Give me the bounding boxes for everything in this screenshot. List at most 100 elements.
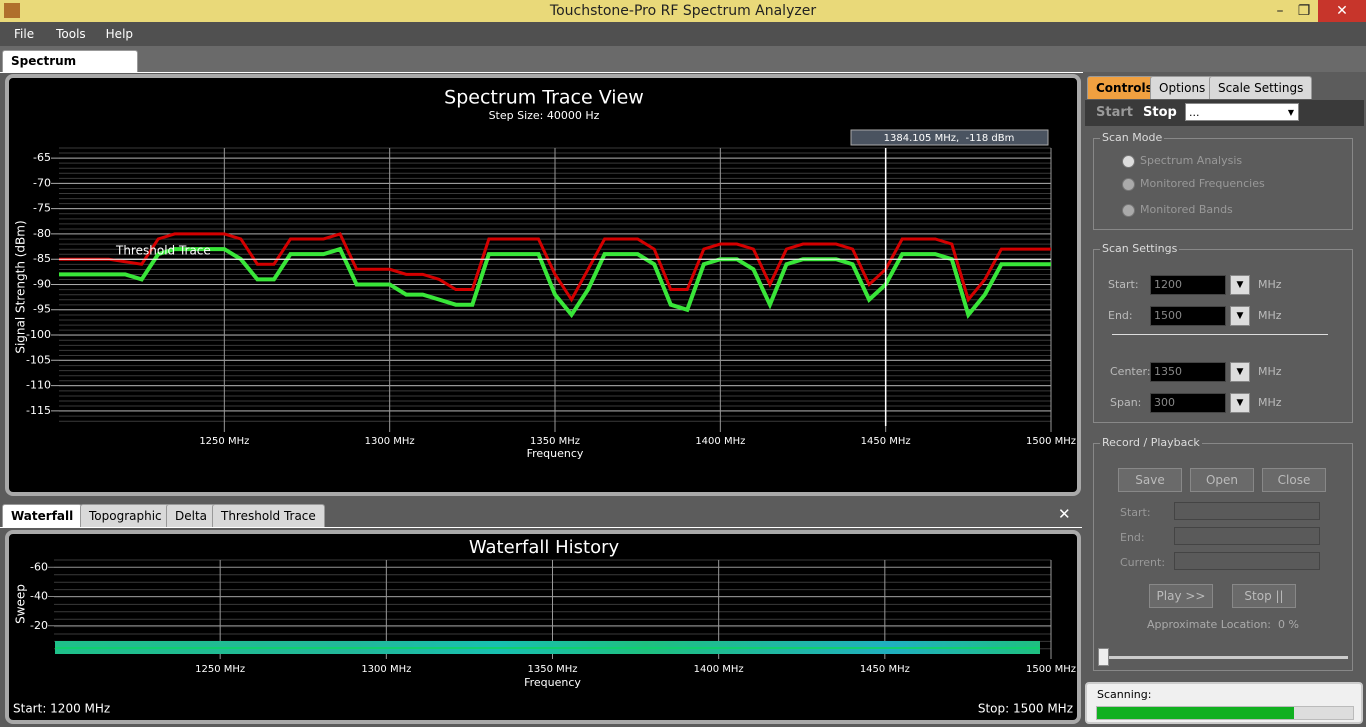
field-label: Start: <box>1120 506 1151 519</box>
chart-title: Waterfall History <box>469 537 620 558</box>
text-field[interactable]: 1500 <box>1150 306 1226 326</box>
x-tick-label: 1350 MHz <box>527 664 577 675</box>
dropdown[interactable]: ... ▼ <box>1185 103 1299 121</box>
x-axis-label: Frequency <box>524 676 581 689</box>
tab[interactable]: Threshold Trace <box>212 504 325 527</box>
readout: 1384.105 MHz, -118 dBm <box>884 133 1015 144</box>
slider-thumb[interactable] <box>1098 648 1109 666</box>
dropdown-arrow: ▼ <box>1230 306 1250 326</box>
field-label: End: <box>1108 309 1133 322</box>
group-title: Record / Playback <box>1100 436 1202 449</box>
control-panel: Controls Options Scale Settings Start St… <box>1083 72 1366 727</box>
readout-box <box>850 129 1049 146</box>
tab[interactable]: Options <box>1150 76 1215 99</box>
menu-item[interactable]: Help <box>105 27 134 41</box>
field-label: Center: <box>1110 365 1151 378</box>
close-button[interactable]: Close <box>1262 468 1326 492</box>
group-title: Scan Mode <box>1100 131 1165 144</box>
y-tick-label: -70 <box>33 176 51 189</box>
y-tick-label: -60 <box>30 560 48 573</box>
open-button[interactable]: Open <box>1190 468 1254 492</box>
text-field[interactable]: 1200 <box>1150 275 1226 295</box>
tab[interactable]: Spectrum Analysis <box>2 50 138 89</box>
scan-settings-group: Scan Settings Start: 1200 ▼ MHz End: 1500 ▼ MHz… <box>1093 242 1353 423</box>
play-button[interactable]: Play >> <box>1149 584 1213 608</box>
tab[interactable]: Scale Settings <box>1209 76 1313 99</box>
waterfall-chart: Waterfall History -60 -40 -20 1250 MHz 1300 M… <box>13 537 1076 716</box>
radio[interactable] <box>1122 204 1135 217</box>
tab[interactable]: Delta <box>166 504 217 527</box>
y-tick-label: -100 <box>26 328 51 341</box>
dropdown-value: ... <box>1189 106 1200 119</box>
menu-item[interactable]: Tools <box>56 27 86 41</box>
y-tick-label: -20 <box>30 619 48 632</box>
y-tick-label: -95 <box>33 303 51 316</box>
x-tick-label: 1300 MHz <box>361 664 411 675</box>
y-tick-label: -75 <box>33 202 51 215</box>
tab-strip: Spectrum Analysis <box>0 46 1366 89</box>
field-label: Span: <box>1110 396 1142 409</box>
progress-bar <box>1096 706 1354 720</box>
text-field[interactable] <box>1174 527 1320 545</box>
x-tick-label: 1350 MHz <box>530 436 580 447</box>
title-bar: Touchstone-Pro RF Spectrum Analyzer – ❐ … <box>0 0 1366 22</box>
y-axis-label: Sweep <box>14 584 28 624</box>
radio[interactable] <box>1122 155 1135 168</box>
field-label: End: <box>1120 531 1145 544</box>
close-panel-button[interactable]: ✕ <box>1058 505 1071 523</box>
radio-label: Spectrum Analysis <box>1140 154 1243 167</box>
x-tick-label: 1400 MHz <box>694 664 744 675</box>
record-group: Record / Playback Save Open Close Start:… <box>1093 436 1353 671</box>
x-tick-label: 1250 MHz <box>195 664 245 675</box>
waterfall-panel: Waterfall History -60 -40 -20 1250 MHz 1300 M… <box>5 530 1081 724</box>
maximize-button[interactable]: ❐ <box>1297 3 1311 19</box>
menu-bar: File Tools Help <box>0 22 1366 46</box>
stop-playback-button[interactable]: Stop || <box>1232 584 1296 608</box>
status-label: Scanning: <box>1097 688 1152 701</box>
location-value: 0 % <box>1278 618 1299 631</box>
start-label: Start: 1200 MHz <box>13 702 110 716</box>
save-button[interactable]: Save <box>1118 468 1182 492</box>
dropdown-arrow: ▼ <box>1230 393 1250 413</box>
unit-label: MHz <box>1258 396 1282 409</box>
y-tick-label: -65 <box>33 151 51 164</box>
stop-button[interactable]: Stop <box>1143 105 1177 120</box>
close-button[interactable]: ✕ <box>1318 0 1366 22</box>
chart-title: Spectrum Trace View <box>444 87 644 109</box>
chart-subtitle: Step Size: 40000 Hz <box>489 109 600 122</box>
threshold-label: Threshold Trace <box>115 244 211 258</box>
stop-label: Stop: 1500 MHz <box>978 702 1073 716</box>
y-tick-label: -110 <box>26 379 51 392</box>
lower-tab-strip: Waterfall Topographic Delta Threshold Tr… <box>0 501 1082 528</box>
y-tick-label: -80 <box>33 227 51 240</box>
x-tick-label: 1400 MHz <box>695 436 745 447</box>
y-tick-label: -85 <box>33 252 51 265</box>
unit-label: MHz <box>1258 309 1282 322</box>
tab[interactable]: Topographic <box>80 504 171 527</box>
y-tick-label: -90 <box>33 277 51 290</box>
text-field[interactable] <box>1174 502 1320 520</box>
menu-item[interactable]: File <box>14 27 35 41</box>
progress-fill <box>1097 707 1295 719</box>
status-box: Scanning: <box>1085 682 1363 724</box>
x-tick-label: 1450 MHz <box>860 664 910 675</box>
x-tick-label: 1250 MHz <box>199 436 249 447</box>
y-tick-label: -40 <box>30 590 48 603</box>
minimize-button[interactable]: – <box>1276 3 1284 19</box>
start-button[interactable]: Start <box>1096 105 1133 120</box>
text-field[interactable]: 1350 <box>1150 362 1226 382</box>
text-field[interactable] <box>1174 552 1320 570</box>
field-label: Current: <box>1120 556 1166 569</box>
radio-label: Monitored Bands <box>1140 203 1233 216</box>
y-axis-label: Signal Strength (dBm) <box>14 220 28 353</box>
y-tick-label: -105 <box>26 353 51 366</box>
window-title: Touchstone-Pro RF Spectrum Analyzer <box>549 3 817 19</box>
x-tick-label: 1500 MHz <box>1026 436 1076 447</box>
tab[interactable]: Waterfall <box>2 504 82 527</box>
text-field[interactable]: 300 <box>1150 393 1226 413</box>
radio[interactable] <box>1122 178 1135 191</box>
app-icon <box>4 3 20 18</box>
y-tick-label: -115 <box>26 404 51 417</box>
dropdown-arrow: ▼ <box>1230 275 1250 295</box>
